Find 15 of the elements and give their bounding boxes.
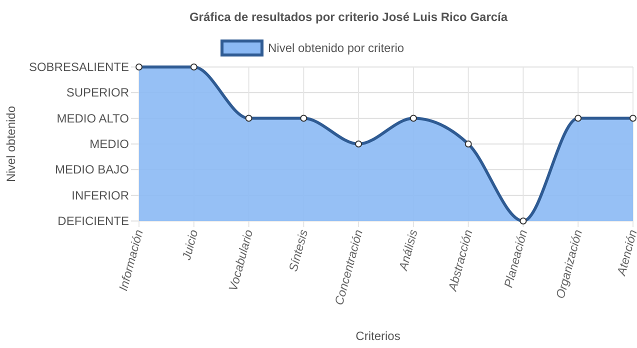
category-label: MEDIO BAJO [54,162,129,177]
category-label: DEFICIENTE [58,214,129,228]
category-label: INFERIOR [72,188,129,202]
category-label: MEDIO ALTO [56,111,129,126]
category-label: SUPERIOR [66,86,129,100]
category-label: MEDIO [90,137,129,151]
x-tick-label: Análisis [396,228,420,273]
text: Nivel obtenido [4,106,18,182]
x-tick-label: Síntesis [286,228,311,274]
x-tick-label: Juicio [179,228,201,262]
legend-label: Nivel obtenido por criterio [268,41,404,55]
category-label: SOBRESALIENTE [28,60,129,74]
x-axis-title: Criterios [356,329,400,343]
chart-title: Gráfica de resultados por criterio José Luis Rico García [189,10,508,24]
x-tick-label: Atención [614,228,637,278]
